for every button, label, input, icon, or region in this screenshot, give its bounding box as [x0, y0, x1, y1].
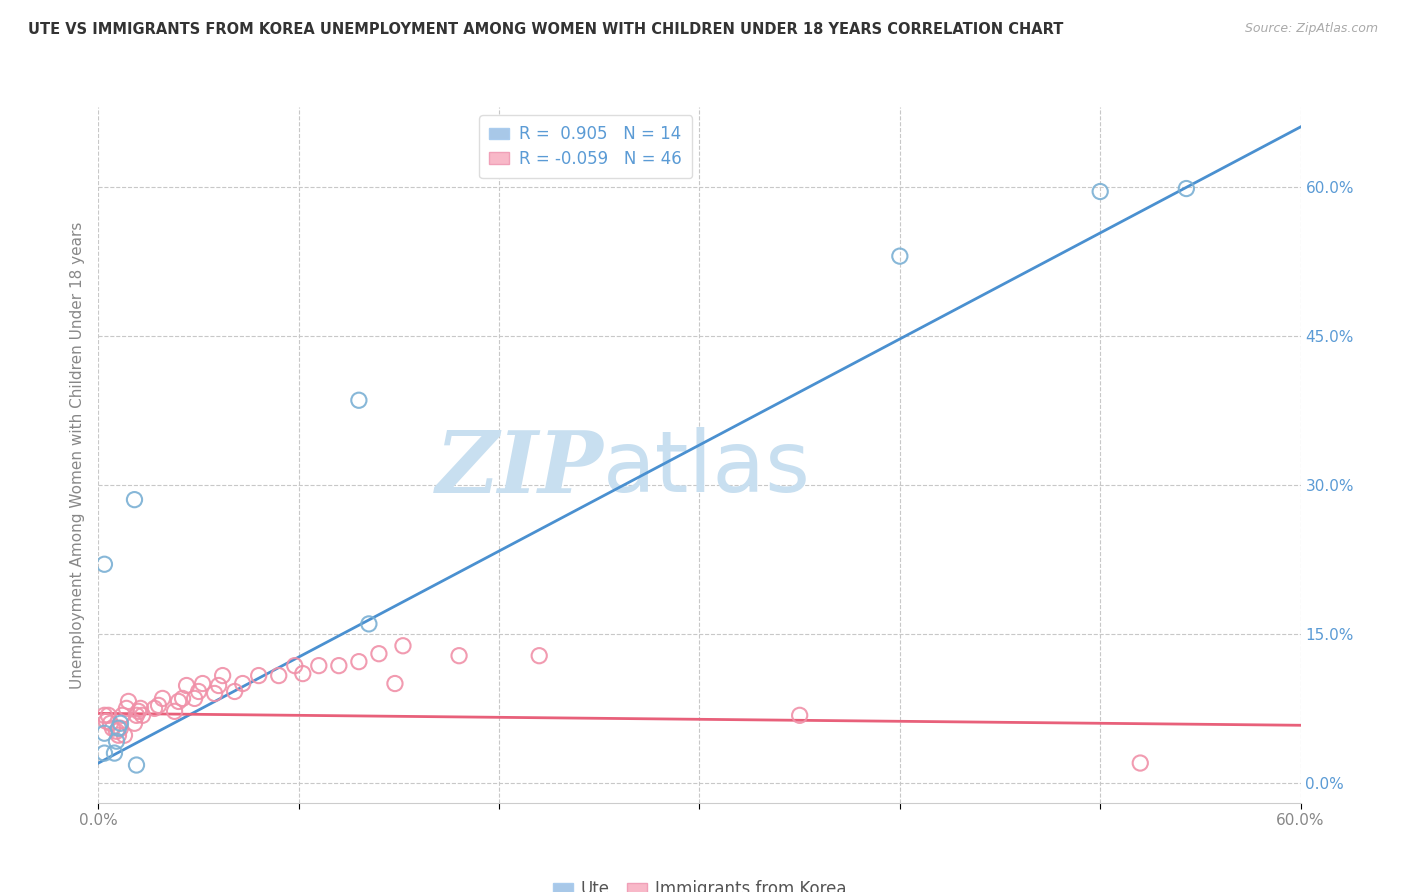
Point [291, 666, 314, 681]
Point [103, 746, 125, 760]
Point [211, 668, 233, 682]
Point [163, 704, 186, 718]
Point [204, 686, 226, 700]
Legend: Ute, Immigrants from Korea: Ute, Immigrants from Korea [546, 874, 853, 892]
Point [110, 716, 132, 731]
Point [100, 716, 122, 731]
Point [1129, 756, 1152, 770]
Point [93, 558, 115, 572]
Point [93, 708, 115, 723]
Point [208, 679, 231, 693]
Point [347, 393, 370, 408]
Point [110, 721, 132, 735]
Point [129, 701, 152, 715]
Text: ZIP: ZIP [436, 427, 603, 510]
Point [124, 716, 146, 731]
Point [284, 658, 307, 673]
Point [368, 647, 391, 661]
Point [128, 704, 150, 718]
Point [124, 492, 146, 507]
Point [93, 746, 115, 760]
Point [191, 676, 214, 690]
Point [107, 728, 129, 742]
Point [105, 734, 128, 748]
Point [167, 694, 190, 708]
Point [93, 726, 115, 740]
Text: atlas: atlas [603, 427, 811, 510]
Point [347, 655, 370, 669]
Point [125, 758, 148, 772]
Point [125, 708, 148, 723]
Point [1088, 185, 1111, 199]
Point [111, 708, 134, 723]
Point [96, 714, 118, 729]
Point [143, 701, 166, 715]
Point [172, 691, 194, 706]
Point [267, 668, 290, 682]
Point [889, 249, 911, 263]
Point [183, 691, 205, 706]
Point [152, 691, 174, 706]
Point [224, 684, 246, 698]
Point [114, 728, 136, 742]
Y-axis label: Unemployment Among Women with Children Under 18 years: Unemployment Among Women with Children U… [69, 221, 84, 689]
Point [115, 701, 138, 715]
Point [107, 721, 129, 735]
Point [357, 616, 380, 631]
Point [392, 639, 415, 653]
Point [1175, 181, 1198, 195]
Text: Source: ZipAtlas.com: Source: ZipAtlas.com [1244, 22, 1378, 36]
Point [247, 668, 270, 682]
Point [447, 648, 470, 663]
Point [308, 658, 330, 673]
Point [384, 676, 406, 690]
Point [97, 708, 120, 723]
Point [176, 679, 198, 693]
Point [117, 694, 139, 708]
Point [232, 676, 254, 690]
Point [529, 648, 551, 663]
Point [148, 698, 170, 713]
Point [101, 721, 124, 735]
Text: UTE VS IMMIGRANTS FROM KOREA UNEMPLOYMENT AMONG WOMEN WITH CHILDREN UNDER 18 YEA: UTE VS IMMIGRANTS FROM KOREA UNEMPLOYMEN… [28, 22, 1063, 37]
Point [789, 708, 811, 723]
Point [105, 724, 128, 739]
Point [187, 684, 209, 698]
Point [131, 708, 153, 723]
Point [328, 658, 350, 673]
